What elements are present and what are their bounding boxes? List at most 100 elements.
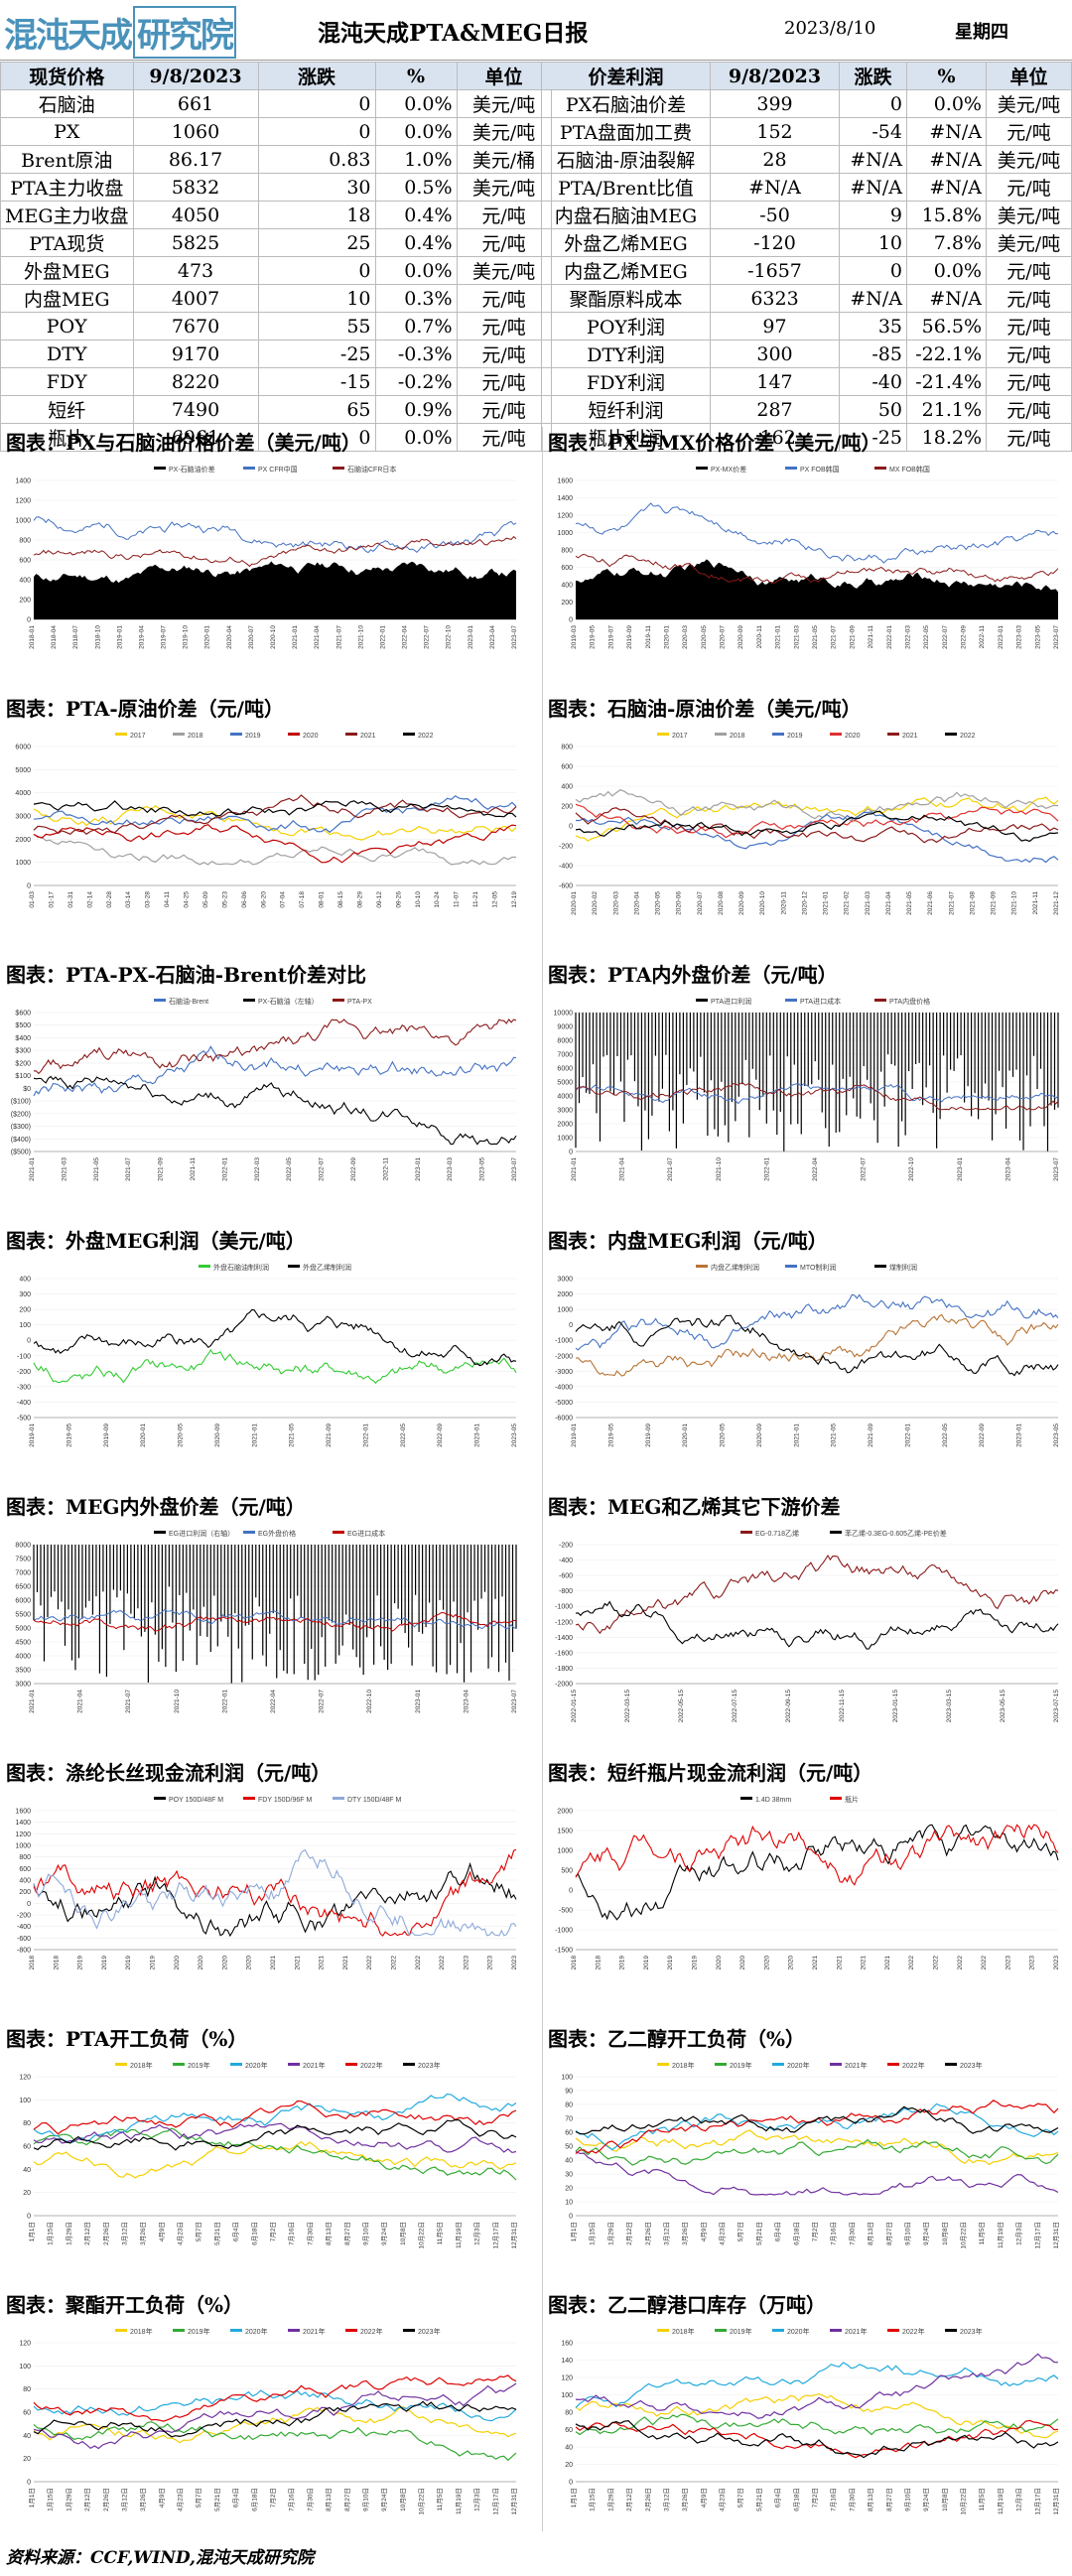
x-tick-label: 2023-05 [479, 1157, 486, 1181]
series-line [33, 2405, 517, 2444]
legend-label: 2018年 [130, 2327, 153, 2336]
legend-swatch [696, 467, 708, 470]
x-tick-label: 9月10日 [903, 2488, 911, 2511]
y-tick-label: 90 [565, 2089, 573, 2096]
y-tick-label: -400 [559, 864, 573, 871]
x-tick-label: 2022-11 [382, 1157, 389, 1181]
chart-legend: PX-石脑油价差 PX CFR中国 石脑油CFR日本 [154, 465, 396, 474]
spot-cell: MEG主力收盘 [0, 201, 134, 229]
y-tick-label: 8000 [557, 1038, 573, 1045]
x-tick-label: 6月18日 [792, 2488, 800, 2511]
x-tick-label: 5月21日 [213, 2488, 221, 2511]
x-tick-label: 2019-07 [607, 625, 614, 649]
x-tick-label: 2019-05 [66, 1424, 72, 1447]
spot-cell: 元/吨 [456, 339, 552, 368]
spread-header-cell: 涨跌 [839, 62, 907, 90]
x-tick-label: 1月1日 [28, 2222, 36, 2241]
x-tick-label: 2020-06 [676, 891, 683, 915]
x-tick-label: 12月3日 [473, 2222, 481, 2245]
x-tick-label: 08-15 [337, 891, 344, 908]
legend-swatch [830, 1531, 842, 1534]
x-tick-label: 2022-05 [923, 625, 930, 649]
x-tick-label: 2023-01 [1016, 1424, 1023, 1447]
x-tick-label: 2月12日 [83, 2222, 91, 2245]
x-tick-label: 2019-04 [138, 625, 145, 649]
legend-label: 2021年 [303, 2327, 326, 2336]
table-row: 瓶片利润 -162 -25 18.2% 元/吨 [541, 423, 1072, 452]
x-tick-label: 2021-10 [174, 1690, 181, 1713]
legend-label: 外盘石脑油制利润 [213, 1263, 269, 1272]
chart-legend: 2018年 2019年 2020年 2021年 2022年 2023年 [115, 2327, 441, 2336]
x-tick-label: 9月10日 [903, 2222, 911, 2245]
x-tick-label: 5月7日 [195, 2488, 202, 2508]
legend-label: 2019年 [730, 2061, 752, 2070]
y-tick-label: 4000 [557, 1094, 573, 1101]
x-tick-label: 03-14 [125, 891, 132, 908]
legend-swatch [115, 2063, 127, 2066]
y-tick-label: 10000 [554, 1011, 574, 1017]
spread-cell: 28 [710, 145, 840, 174]
table-row: DTY 9170 -25 -0.3% 元/吨 [0, 339, 552, 368]
y-tick-label: 140 [561, 2358, 573, 2365]
x-tick-label: 2022-11-15 [839, 1690, 846, 1722]
x-tick-label: 2021-07 [125, 1157, 132, 1181]
table-row: PX 1060 0 0.0% 美元/吨 [0, 117, 552, 146]
x-tick-label: 2月12日 [625, 2488, 633, 2511]
legend-label: PX-石脑油价差 [169, 465, 215, 474]
legend-swatch [874, 467, 886, 470]
y-tick-label: 1600 [557, 478, 573, 485]
spot-cell: 65 [257, 395, 376, 424]
x-tick-label: 2021-09 [991, 891, 998, 915]
series-line [33, 516, 517, 554]
x-tick-label: 2020-03 [682, 625, 689, 649]
x-tick-label: 3月26日 [139, 2222, 147, 2245]
spread-cell: 外盘乙烯MEG [541, 228, 711, 257]
chart-panel: 图表：乙二醇开工负荷（%） 2018年 2019年 2020年 2021年 2022年 20… [542, 2023, 1072, 2279]
y-tick-label: 0 [569, 2214, 573, 2221]
legend-swatch [403, 2063, 415, 2066]
y-tick-label: 40 [23, 2433, 31, 2440]
chart-svg: EG-0.718乙烯 苯乙烯-0.3EG-0.605乙烯-PE价差 -200 -400… [555, 1529, 1060, 1722]
y-tick-label: 9000 [557, 1024, 573, 1031]
y-tick-label: 1400 [15, 1820, 31, 1827]
legend-label: 2023年 [418, 2061, 441, 2070]
spread-cell: -85 [839, 339, 907, 368]
y-tick-label: 60 [565, 2130, 573, 2137]
x-tick-label: 2021 [342, 1956, 349, 1970]
x-tick-label: 3月12日 [120, 2488, 128, 2511]
x-tick-label: 2018 [53, 1956, 60, 1970]
legend-swatch [288, 2063, 300, 2066]
y-tick-label: -1000 [555, 1338, 573, 1345]
chart-title: 图表：MEG和乙烯其它下游价差 [548, 1495, 841, 1519]
y-tick-label: 400 [19, 1878, 31, 1885]
x-tick-label: 2020-05 [701, 625, 708, 649]
x-tick-label: 1月29日 [606, 2488, 614, 2511]
series-line [33, 2127, 517, 2181]
x-tick-label: 1月1日 [570, 2488, 578, 2508]
x-tick-label: 2023-01 [468, 625, 474, 649]
x-tick-label: 2019 [667, 1956, 674, 1970]
legend-swatch [830, 1797, 842, 1800]
legend-label: FDY 150D/96F M [258, 1797, 313, 1804]
legend-label: 2020 [845, 733, 861, 740]
chart-panel: 图表：乙二醇港口库存（万吨） 2018年 2019年 2020年 2021年 2022年 2… [542, 2289, 1072, 2545]
x-tick-label: 2021-09 [849, 625, 856, 649]
spread-cell: -21.4% [906, 367, 987, 396]
series-line [575, 2392, 1059, 2439]
x-tick-label: 2023 [463, 1956, 469, 1970]
spot-cell: PTA现货 [0, 228, 134, 257]
spot-cell: 1.0% [374, 145, 458, 174]
table-row: FDY利润 147 -40 -21.4% 元/吨 [541, 367, 1072, 396]
x-tick-label: 2021-05 [289, 1424, 296, 1447]
x-tick-label: 8月13日 [325, 2488, 333, 2511]
series-line [575, 2150, 1059, 2196]
legend-label: 2022 [960, 733, 976, 740]
spread-cell: 50 [839, 395, 907, 424]
y-tick-label: 300 [19, 1291, 31, 1298]
legend-swatch [230, 733, 242, 736]
y-tick-label: 600 [561, 565, 573, 572]
x-tick-label: 3月12日 [662, 2222, 670, 2245]
legend-label: EG外盘价格 [258, 1529, 296, 1538]
spot-cell: 5832 [132, 173, 259, 202]
x-tick-label: 2020-09 [756, 1424, 763, 1447]
